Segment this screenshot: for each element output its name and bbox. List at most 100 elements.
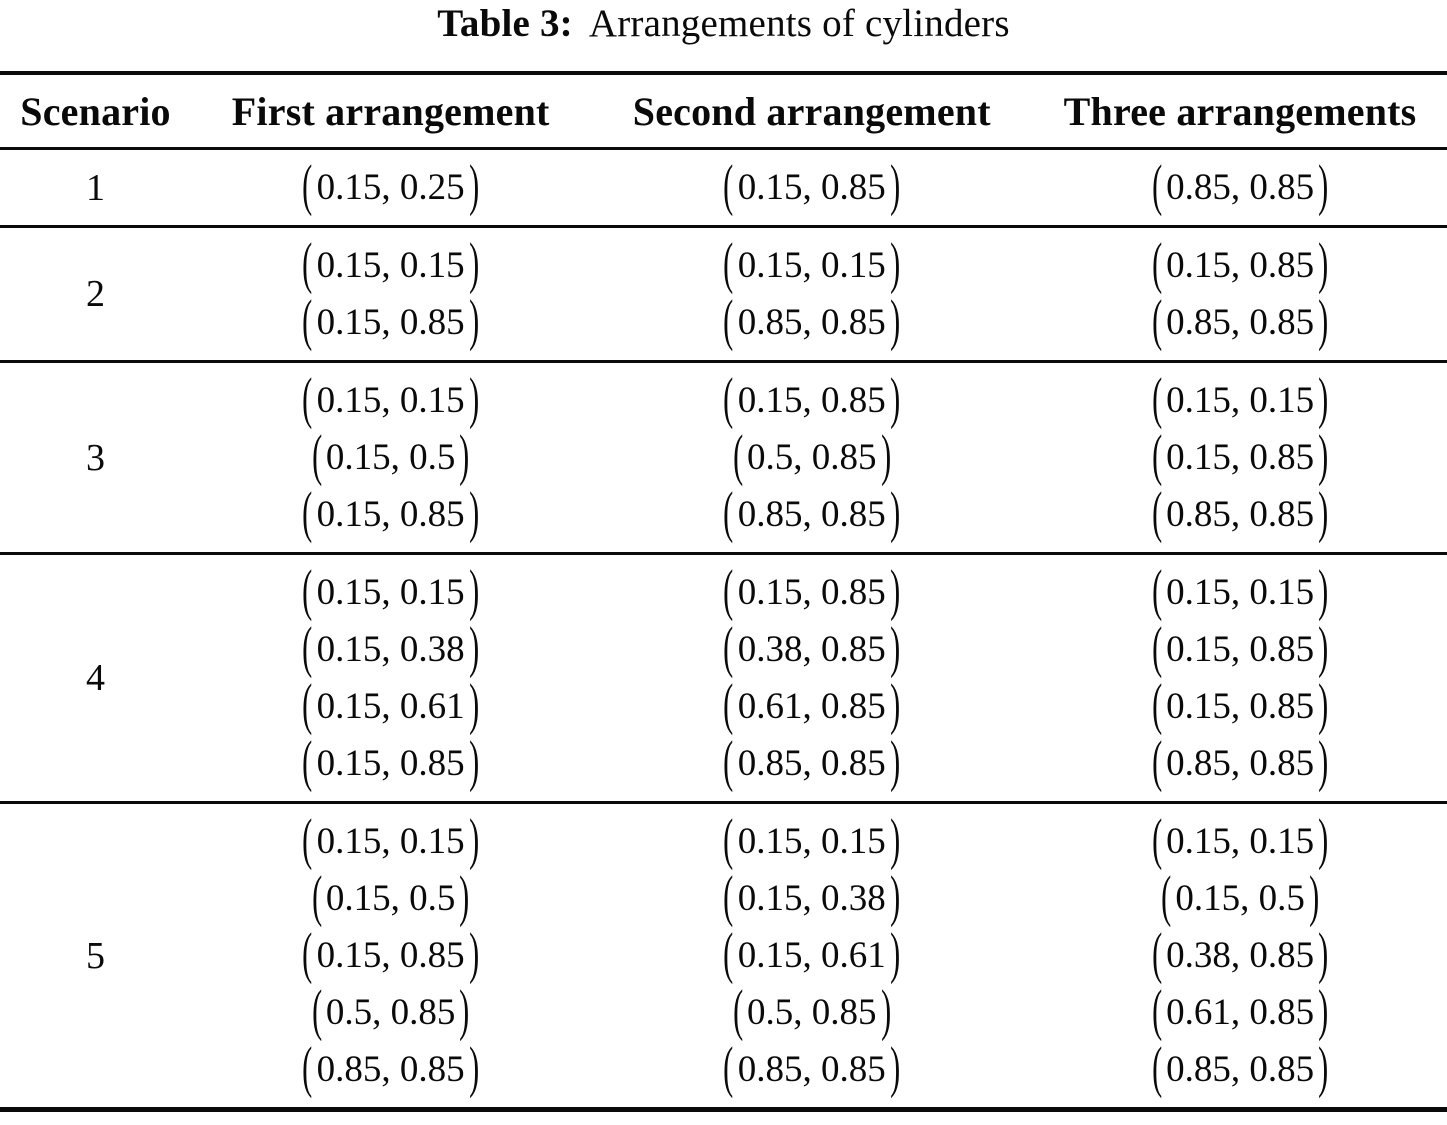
coordinate-pair: (0.85, 0.85)	[590, 1036, 1033, 1100]
left-paren: (	[1151, 1036, 1162, 1101]
left-paren: (	[732, 979, 743, 1044]
left-paren: (	[1151, 979, 1162, 1044]
coordinate-pair: (0.61, 0.85)	[590, 673, 1033, 737]
left-paren: (	[1151, 616, 1162, 681]
left-paren: (	[1151, 922, 1162, 987]
right-paren: )	[889, 1036, 900, 1101]
arrangement-cell: (0.15, 0.15)(0.15, 0.5)(0.15, 0.85)(0.5,…	[191, 803, 590, 1110]
coordinate-pair: (0.15, 0.15)	[590, 808, 1033, 872]
coordinate-pair: (0.15, 0.15)	[191, 808, 590, 872]
coordinate-pair: (0.85, 0.85)	[590, 730, 1033, 794]
left-paren: (	[302, 616, 313, 681]
right-paren: )	[459, 979, 470, 1044]
right-paren: )	[459, 424, 470, 489]
right-paren: )	[889, 289, 900, 354]
left-paren: (	[302, 673, 313, 738]
left-paren: (	[1151, 559, 1162, 624]
coordinate-values: 0.15, 0.85	[737, 380, 886, 421]
coordinate-pair: (0.15, 0.85)	[590, 367, 1033, 431]
arrangement-cell: (0.15, 0.15)(0.15, 0.5)(0.38, 0.85)(0.61…	[1033, 803, 1447, 1110]
coordinate-values: 0.15, 0.5	[1175, 878, 1305, 919]
coordinate-pair: (0.15, 0.15)	[590, 232, 1033, 296]
left-paren: (	[302, 481, 313, 546]
left-paren: (	[723, 616, 734, 681]
left-paren: (	[1151, 424, 1162, 489]
right-paren: )	[468, 481, 479, 546]
arrangement-cell: (0.15, 0.85)(0.85, 0.85)	[1033, 226, 1447, 363]
left-paren: (	[1151, 289, 1162, 354]
coordinate-values: 0.85, 0.85	[1166, 1049, 1315, 1090]
coordinate-values: 0.5, 0.85	[747, 437, 877, 478]
coordinate-values: 0.85, 0.85	[737, 743, 886, 784]
left-paren: (	[1161, 865, 1172, 930]
coordinate-pair: (0.15, 0.5)	[1033, 865, 1447, 929]
coordinate-pair: (0.15, 0.15)	[191, 232, 590, 296]
coordinate-values: 0.15, 0.85	[316, 302, 465, 343]
coordinate-pair: (0.15, 0.15)	[1033, 808, 1447, 872]
coordinate-pair: (0.38, 0.85)	[1033, 922, 1447, 986]
left-paren: (	[302, 232, 313, 297]
coordinate-values: 0.15, 0.85	[316, 743, 465, 784]
table-row-scenario-3: 3(0.15, 0.15)(0.15, 0.5)(0.15, 0.85)(0.1…	[0, 361, 1447, 555]
right-paren: )	[468, 232, 479, 297]
coordinate-pair: (0.61, 0.85)	[1033, 979, 1447, 1043]
scenario-cell: 5	[0, 803, 191, 1110]
coordinate-pair: (0.85, 0.85)	[1033, 730, 1447, 794]
left-paren: (	[311, 865, 322, 930]
right-paren: )	[1318, 673, 1329, 738]
coordinate-values: 0.15, 0.15	[316, 380, 465, 421]
coordinate-pair: (0.15, 0.38)	[191, 616, 590, 680]
coordinate-pair: (0.15, 0.38)	[590, 865, 1033, 929]
coordinate-values: 0.38, 0.85	[1166, 935, 1315, 976]
coordinate-pair: (0.15, 0.15)	[191, 559, 590, 623]
right-paren: )	[468, 559, 479, 624]
right-paren: )	[889, 154, 900, 219]
coordinate-values: 0.15, 0.85	[316, 494, 465, 535]
scenario-number: 3	[86, 436, 105, 479]
coordinate-values: 0.85, 0.85	[737, 1049, 886, 1090]
table-caption-title: Arrangements of cylinders	[588, 2, 1010, 45]
coordinate-pair: (0.38, 0.85)	[590, 616, 1033, 680]
coordinate-values: 0.15, 0.5	[325, 437, 456, 478]
coordinate-pair: (0.5, 0.85)	[191, 979, 590, 1043]
left-paren: (	[1151, 367, 1162, 432]
coordinate-values: 0.15, 0.85	[1166, 437, 1315, 478]
coordinate-values: 0.15, 0.61	[737, 935, 886, 976]
right-paren: )	[889, 367, 900, 432]
left-paren: (	[723, 730, 734, 795]
arrangement-cell: (0.15, 0.15)(0.15, 0.38)(0.15, 0.61)(0.1…	[191, 553, 591, 804]
coordinate-values: 0.85, 0.85	[1166, 167, 1315, 208]
arrangements-table: Scenario First arrangement Second arrangem…	[0, 71, 1447, 1112]
right-paren: )	[1318, 808, 1329, 873]
column-header-three-arrangements: Three arrangements	[1033, 73, 1447, 150]
coordinate-pair: (0.15, 0.85)	[191, 730, 590, 794]
left-paren: (	[1151, 673, 1162, 738]
left-paren: (	[302, 559, 313, 624]
coordinate-pair: (0.15, 0.61)	[191, 673, 590, 737]
coordinate-values: 0.5, 0.85	[325, 992, 456, 1033]
coordinate-pair: (0.15, 0.5)	[191, 865, 590, 929]
right-paren: )	[1318, 424, 1329, 489]
coordinate-pair: (0.15, 0.85)	[191, 481, 590, 545]
coordinate-pair: (0.15, 0.15)	[1033, 559, 1447, 623]
coordinate-values: 0.85, 0.85	[1166, 743, 1315, 784]
arrangement-cell: (0.15, 0.15)(0.85, 0.85)	[590, 226, 1034, 363]
coordinate-pair: (0.85, 0.85)	[590, 289, 1033, 353]
right-paren: )	[889, 865, 900, 930]
coordinate-pair: (0.5, 0.85)	[590, 424, 1033, 488]
right-paren: )	[1318, 559, 1329, 624]
coordinate-values: 0.15, 0.15	[737, 821, 886, 862]
left-paren: (	[723, 559, 734, 624]
coordinate-pair: (0.5, 0.85)	[590, 979, 1033, 1043]
column-header-first-arrangement: First arrangement	[191, 73, 591, 150]
coordinate-values: 0.85, 0.85	[737, 494, 886, 535]
right-paren: )	[1318, 1036, 1329, 1101]
left-paren: (	[302, 1036, 313, 1101]
coordinate-values: 0.85, 0.85	[737, 302, 886, 343]
right-paren: )	[468, 616, 479, 681]
right-paren: )	[889, 232, 900, 297]
table-caption-label: Table 3:	[437, 2, 573, 45]
scenario-cell: 1	[0, 148, 191, 228]
left-paren: (	[302, 367, 313, 432]
